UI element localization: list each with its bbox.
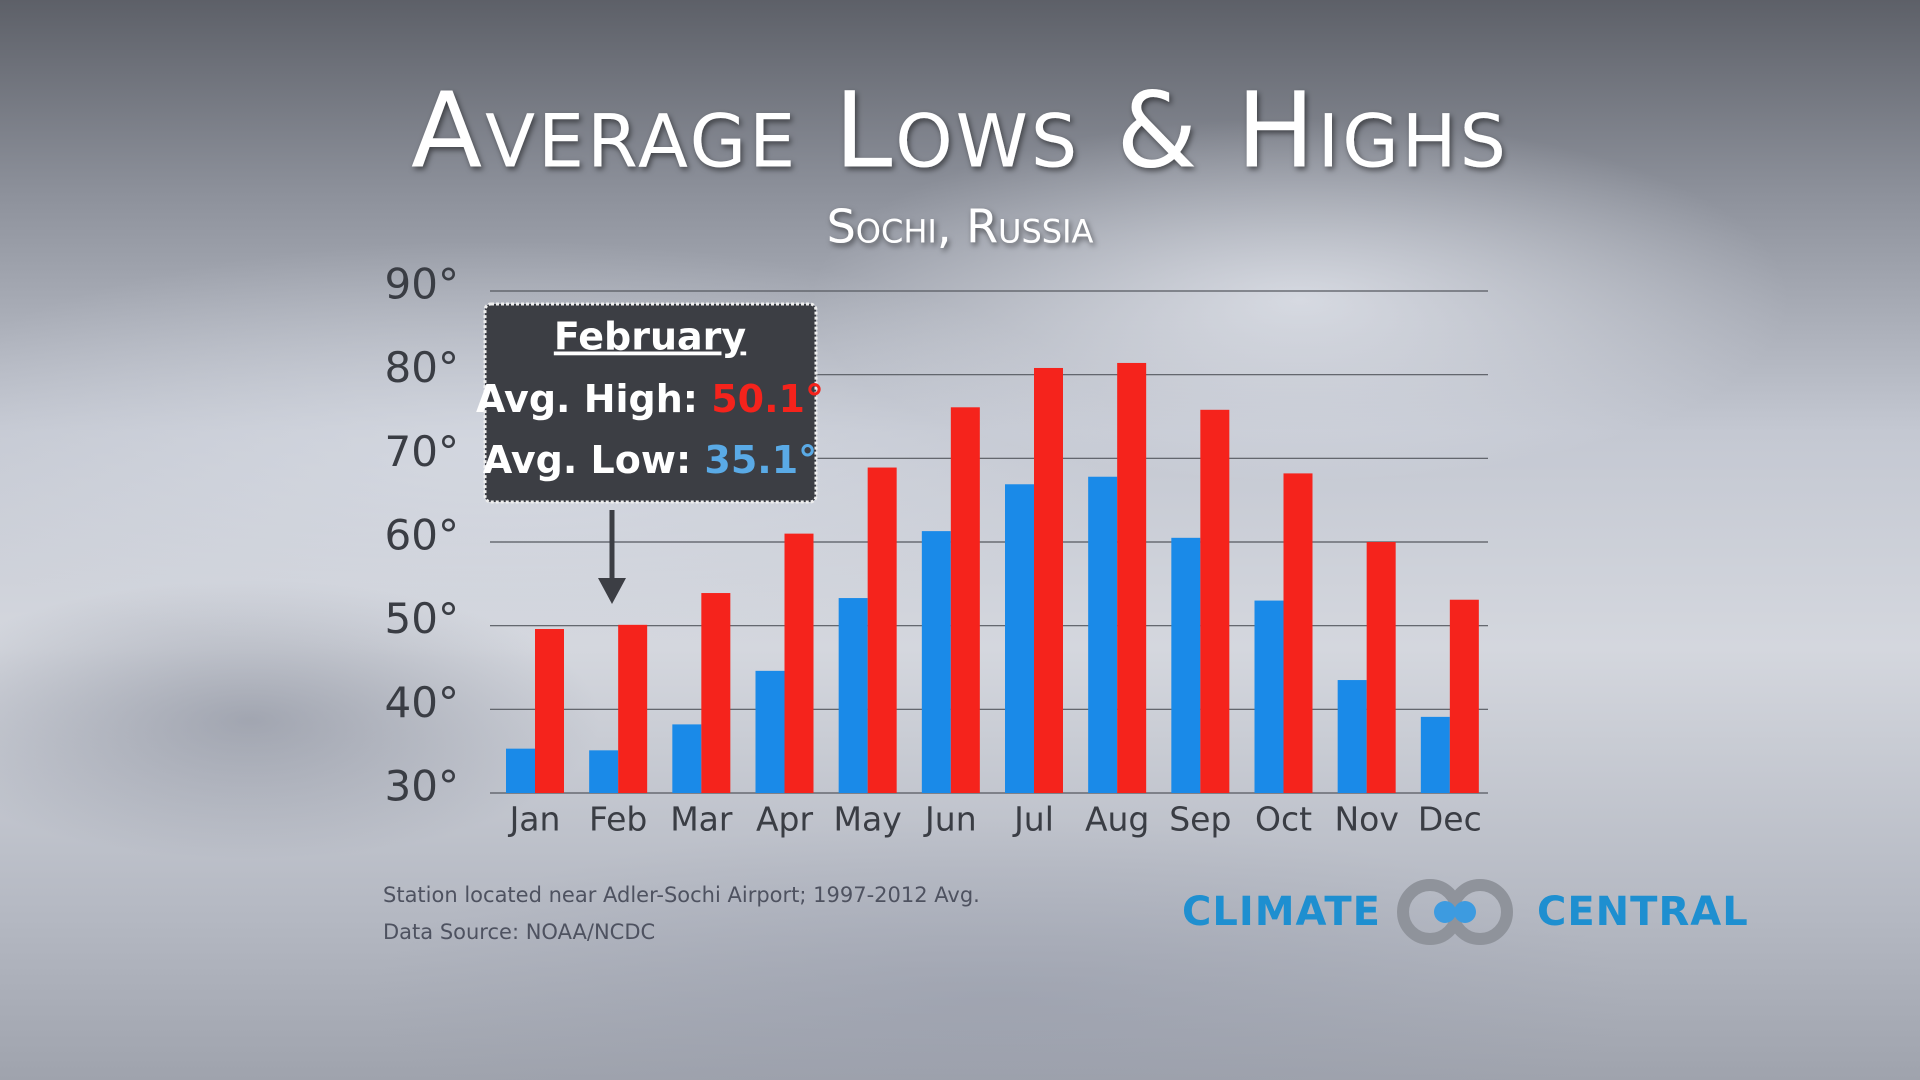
y-tick-label: 50° (385, 594, 459, 643)
bar (1117, 362, 1147, 793)
bar (950, 407, 980, 793)
y-tick-label: 80° (385, 343, 459, 392)
note: Data Source: NOAA/NCDC (383, 920, 655, 944)
x-tick-label: Dec (1418, 800, 1482, 839)
annotation-low-value: 35.1° (704, 438, 817, 482)
x-tick-label: May (834, 800, 902, 839)
annotation-arrowhead (598, 578, 626, 604)
x-tick-label: Jan (508, 800, 561, 839)
bar (672, 724, 702, 793)
bar (1337, 680, 1367, 793)
logo-dot (1454, 901, 1476, 923)
bar (1449, 599, 1479, 793)
y-tick-label: 70° (385, 427, 459, 476)
y-tick-label: 30° (385, 762, 459, 811)
annotation-low-label: Avg. Low: (483, 438, 691, 482)
bar (755, 670, 785, 793)
bar (921, 531, 951, 793)
bar (1088, 476, 1118, 793)
bar (784, 533, 814, 793)
bar (1420, 716, 1450, 793)
x-tick-label: Jul (1012, 800, 1054, 839)
annotation-low: Avg. Low: 35.1° (483, 438, 817, 482)
bar (838, 598, 868, 793)
bar (867, 467, 897, 793)
chart-subtitle: Sochi, Russia (827, 200, 1094, 254)
bar (589, 750, 619, 793)
bar (1034, 367, 1063, 793)
logo-dot (1434, 901, 1456, 923)
y-tick-label: 90° (385, 260, 459, 309)
x-tick-label: Oct (1255, 800, 1312, 839)
bar (1283, 473, 1313, 793)
note: Station located near Adler-Sochi Airport… (383, 883, 980, 907)
x-tick-label: Nov (1334, 800, 1398, 839)
logo-text: CENTRAL (1537, 889, 1749, 935)
logo-text: CLIMATE (1182, 889, 1381, 935)
bar (535, 629, 564, 793)
annotation-high: Avg. High: 50.1° (476, 377, 824, 421)
chart-title: Average Lows & Highs (411, 69, 1509, 191)
annotation-title: February (554, 315, 747, 359)
y-tick-label: 40° (385, 678, 459, 727)
x-tick-label: Sep (1169, 800, 1231, 839)
bar (506, 748, 535, 793)
bar (1254, 600, 1284, 793)
bar (1200, 409, 1230, 793)
bar (1171, 537, 1201, 793)
y-tick-label: 60° (385, 511, 459, 560)
annotation-high-value: 50.1° (711, 377, 824, 421)
bar (618, 624, 648, 793)
bar (701, 593, 731, 793)
x-tick-label: Mar (670, 800, 733, 839)
annotation-box (483, 302, 818, 504)
annotation-high-label: Avg. High: (476, 377, 698, 421)
x-tick-label: Apr (756, 800, 814, 839)
x-tick-label: Jun (923, 800, 977, 839)
x-tick-label: Feb (589, 800, 647, 839)
bar (1366, 542, 1396, 793)
x-tick-label: Aug (1085, 800, 1149, 839)
bar (1005, 484, 1034, 793)
